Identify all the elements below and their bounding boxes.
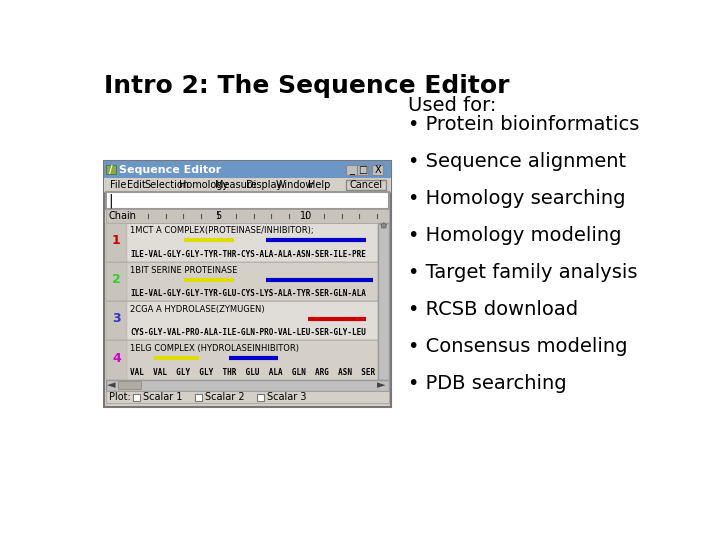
Text: Chain: Chain [109,211,137,221]
Bar [106,192,389,209]
Text: Help: Help [307,180,330,190]
Bar [104,161,391,408]
Text: Measure: Measure [215,180,256,190]
Text: Sequence Editor: Sequence Editor [119,165,221,174]
Bar [104,161,391,178]
Bar [106,222,378,262]
Text: • Homology modeling: • Homology modeling [408,226,621,245]
Text: Homology: Homology [179,180,228,190]
Bar [107,165,116,174]
Text: ►: ► [377,380,386,390]
Text: File: File [110,180,127,190]
Text: □: □ [358,165,367,174]
Text: ILE-VAL-GLY-GLY-TYR-GLU-CYS-LYS-ALA-TYR-SER-GLN-ALA: ILE-VAL-GLY-GLY-TYR-GLU-CYS-LYS-ALA-TYR-… [130,289,366,298]
Text: Intro 2: The Sequence Editor: Intro 2: The Sequence Editor [104,74,510,98]
Text: Scalar 1: Scalar 1 [143,392,182,402]
Bar [106,301,378,340]
Text: Cancel: Cancel [349,180,382,190]
Text: Selection: Selection [144,180,189,190]
Text: • PDB searching: • PDB searching [408,374,567,393]
Text: • Consensus modeling: • Consensus modeling [408,336,627,356]
Text: Used for:: Used for: [408,96,496,114]
Text: 10: 10 [300,212,312,221]
Bar [106,262,378,301]
Bar [378,222,389,380]
Text: 1ELG COMPLEX (HYDROLASEINHIBITOR): 1ELG COMPLEX (HYDROLASEINHIBITOR) [130,345,300,353]
Text: VAL  VAL  GLY  GLY  THR  GLU  ALA  GLN  ARG  ASN  SER: VAL VAL GLY GLY THR GLU ALA GLN ARG ASN … [130,368,375,377]
Text: |: | [109,193,113,207]
Bar [106,209,389,222]
Bar [346,165,356,175]
Bar [372,165,383,175]
Text: • Protein bioinformatics: • Protein bioinformatics [408,115,639,134]
Text: 4: 4 [112,352,121,365]
Bar [195,394,202,401]
Bar [106,390,389,403]
Text: Window: Window [276,180,315,190]
Text: Scalar 3: Scalar 3 [266,392,306,402]
Bar [104,178,391,192]
Text: ILE-VAL-GLY-GLY-TYR-THR-CYS-ALA-ALA-ASN-SER-ILE-PRE: ILE-VAL-GLY-GLY-TYR-THR-CYS-ALA-ALA-ASN-… [130,250,366,259]
Text: 5: 5 [215,212,222,221]
Bar [258,394,264,401]
Bar [133,394,140,401]
Text: _: _ [348,165,354,174]
FancyArrow shape [381,222,387,228]
Text: 2: 2 [112,273,121,286]
Text: • Target family analysis: • Target family analysis [408,262,637,282]
Bar [106,222,127,262]
Text: X: X [374,165,381,174]
Bar [106,262,127,301]
Text: 2CGA A HYDROLASE(ZYMUGEN): 2CGA A HYDROLASE(ZYMUGEN) [130,305,265,314]
Text: • RCSB download: • RCSB download [408,300,578,319]
Text: CYS-GLY-VAL-PRO-ALA-ILE-GLN-PRO-VAL-LEU-SER-GLY-LEU: CYS-GLY-VAL-PRO-ALA-ILE-GLN-PRO-VAL-LEU-… [130,328,366,338]
Bar [106,340,127,380]
Bar [346,179,386,190]
Text: 1: 1 [112,234,121,247]
Bar [104,161,391,178]
Text: 1BIT SERINE PROTEINASE: 1BIT SERINE PROTEINASE [130,266,238,275]
Text: Edit: Edit [127,180,146,190]
Text: Display: Display [246,180,282,190]
Text: • Sequence alignment: • Sequence alignment [408,152,626,171]
Text: • Homology searching: • Homology searching [408,189,625,208]
Bar [106,301,127,340]
Text: 3: 3 [112,312,121,326]
Text: /: / [109,165,112,174]
Text: 1MCT A COMPLEX(PROTEINASE/INHIBITOR);: 1MCT A COMPLEX(PROTEINASE/INHIBITOR); [130,226,314,235]
Bar [106,340,378,380]
Bar [357,165,368,175]
Bar [106,380,389,390]
Text: ◄: ◄ [107,380,116,390]
Text: Scalar 2: Scalar 2 [204,392,244,402]
Text: Plot:: Plot: [109,392,130,402]
Bar [118,381,141,389]
